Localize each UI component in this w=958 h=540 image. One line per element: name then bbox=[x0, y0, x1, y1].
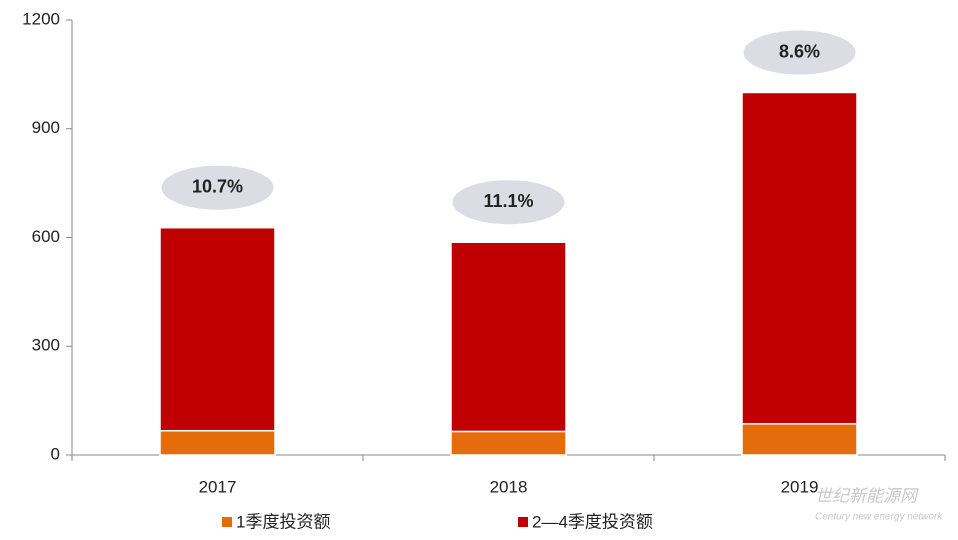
bar-segment bbox=[741, 423, 858, 456]
legend-swatch bbox=[518, 517, 528, 527]
y-tick-label: 300 bbox=[32, 336, 60, 355]
label-bubble bbox=[161, 165, 274, 210]
x-tick-label: 2018 bbox=[490, 477, 528, 496]
share-label: 8.6% bbox=[779, 41, 820, 61]
bar-segment bbox=[450, 241, 567, 433]
label-bubble bbox=[452, 180, 565, 225]
legend-label: 1季度投资额 bbox=[236, 512, 330, 531]
x-tick-label: 2019 bbox=[781, 477, 819, 496]
share-label: 11.1% bbox=[483, 191, 533, 211]
y-tick-label: 1200 bbox=[22, 9, 60, 28]
watermark-sub: Century new energy network bbox=[815, 512, 943, 523]
bar-segment bbox=[741, 91, 858, 425]
bar-segment bbox=[450, 430, 567, 456]
y-tick-label: 900 bbox=[32, 118, 60, 137]
bar-segment bbox=[159, 226, 276, 432]
watermark: 世纪新能源网 bbox=[815, 486, 919, 505]
share-label: 10.7% bbox=[192, 176, 243, 196]
y-tick-label: 0 bbox=[51, 444, 60, 463]
legend-label: 2—4季度投资额 bbox=[532, 512, 653, 531]
x-tick-label: 2017 bbox=[199, 477, 237, 496]
label-bubble bbox=[743, 30, 856, 75]
y-tick-label: 600 bbox=[32, 227, 60, 246]
legend-swatch bbox=[222, 517, 232, 527]
bar-segment bbox=[159, 429, 276, 456]
